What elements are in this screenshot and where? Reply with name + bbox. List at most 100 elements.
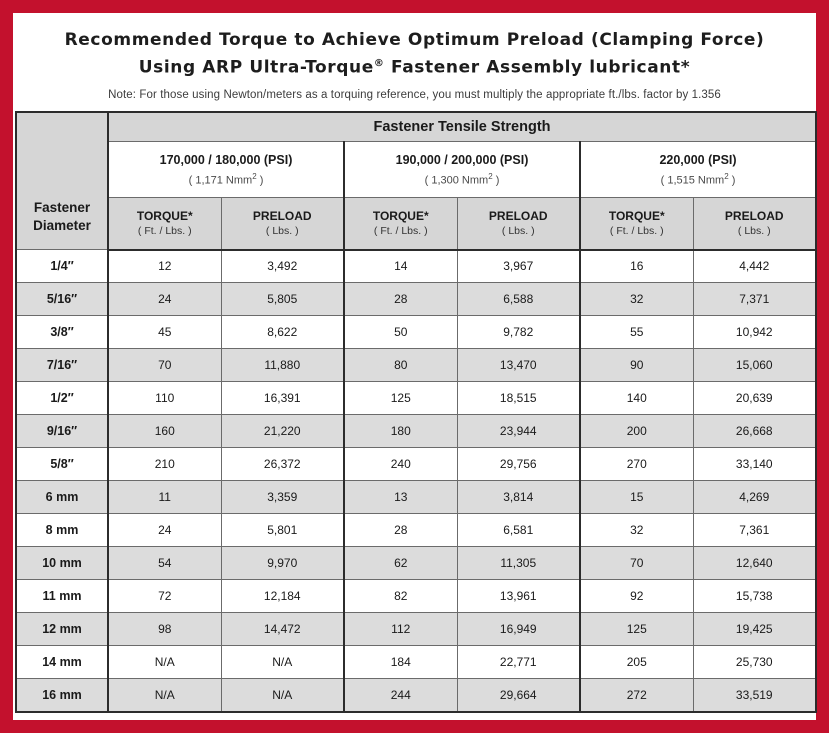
fastener-diameter-cell: 1/2″ bbox=[15, 381, 109, 416]
torque-label: TORQUE* bbox=[372, 209, 429, 224]
preload-column-header: PRELOAD ( Lbs. ) bbox=[692, 197, 817, 251]
torque-cell: 11 bbox=[107, 480, 222, 515]
nmm-text-end: ) bbox=[256, 174, 264, 187]
preload-cell: 5,801 bbox=[220, 513, 345, 548]
fastener-diameter-cell: 5/16″ bbox=[15, 282, 109, 317]
nmm-label: ( 1,171 Nmm2 ) bbox=[109, 169, 343, 189]
preload-cell: 20,639 bbox=[692, 381, 817, 416]
torque-cell: 14 bbox=[343, 249, 458, 284]
torque-cell: 110 bbox=[107, 381, 222, 416]
torque-cell: 50 bbox=[343, 315, 458, 350]
torque-cell: 90 bbox=[579, 348, 694, 383]
table-row: 8 mm 24 5,801 28 6,581 32 7,361 bbox=[15, 513, 817, 548]
torque-cell: 125 bbox=[579, 612, 694, 647]
preload-cell: 6,581 bbox=[456, 513, 581, 548]
torque-cell: 240 bbox=[343, 447, 458, 482]
torque-cell: 244 bbox=[343, 678, 458, 713]
fastener-diameter-cell: 5/8″ bbox=[15, 447, 109, 482]
preload-cell: 18,515 bbox=[456, 381, 581, 416]
torque-cell: 272 bbox=[579, 678, 694, 713]
page-title: Recommended Torque to Achieve Optimum Pr… bbox=[15, 13, 814, 80]
torque-cell: 70 bbox=[579, 546, 694, 581]
psi-label: 220,000 (PSI) bbox=[659, 152, 737, 167]
fastener-diameter-cell: 1/4″ bbox=[15, 249, 109, 284]
table-row: 16 mm N/A N/A 244 29,664 272 33,519 bbox=[15, 678, 817, 713]
preload-cell: 7,371 bbox=[692, 282, 817, 317]
nmm-text: ( 1,300 Nmm bbox=[424, 174, 489, 187]
torque-cell: 180 bbox=[343, 414, 458, 449]
psi-header-row: 170,000 / 180,000 (PSI) ( 1,171 Nmm2 ) 1… bbox=[16, 141, 817, 199]
preload-cell: 3,967 bbox=[456, 249, 581, 284]
preload-cell: 8,622 bbox=[220, 315, 345, 350]
preload-cell: 9,970 bbox=[220, 546, 345, 581]
preload-cell: 14,472 bbox=[220, 612, 345, 647]
preload-cell: 19,425 bbox=[692, 612, 817, 647]
preload-cell: N/A bbox=[220, 645, 345, 680]
torque-cell: 210 bbox=[107, 447, 222, 482]
table-body: 1/4″ 12 3,492 14 3,967 16 4,442 5/16″ 24… bbox=[15, 249, 817, 713]
preload-cell: 3,814 bbox=[456, 480, 581, 515]
psi-group-header-190-200: 190,000 / 200,000 (PSI) ( 1,300 Nmm2 ) bbox=[343, 141, 581, 199]
psi-group-header-220: 220,000 (PSI) ( 1,515 Nmm2 ) bbox=[578, 141, 817, 199]
torque-cell: 160 bbox=[107, 414, 222, 449]
nmm-text: ( 1,515 Nmm bbox=[660, 174, 725, 187]
table-row: 5/16″ 24 5,805 28 6,588 32 7,371 bbox=[15, 282, 817, 317]
superscript-2: 2 bbox=[724, 171, 729, 181]
torque-cell: 24 bbox=[107, 513, 222, 548]
preload-unit: ( Lbs. ) bbox=[501, 225, 535, 238]
torque-cell: 24 bbox=[107, 282, 222, 317]
torque-cell: 28 bbox=[343, 513, 458, 548]
table-row: 1/2″ 110 16,391 125 18,515 140 20,639 bbox=[15, 381, 817, 416]
torque-cell: 140 bbox=[579, 381, 694, 416]
title-line-2-text: Using ARP Ultra-Torque bbox=[138, 57, 374, 78]
nmm-text-end: ) bbox=[492, 174, 500, 187]
table-row: 14 mm N/A N/A 184 22,771 205 25,730 bbox=[15, 645, 817, 680]
torque-cell: 112 bbox=[343, 612, 458, 647]
preload-cell: 13,961 bbox=[456, 579, 581, 614]
torque-column-header: TORQUE* ( Ft. / Lbs. ) bbox=[579, 197, 694, 251]
fastener-diameter-cell: 16 mm bbox=[15, 678, 109, 713]
preload-cell: 3,359 bbox=[220, 480, 345, 515]
torque-cell: 205 bbox=[579, 645, 694, 680]
torque-cell: 32 bbox=[579, 513, 694, 548]
title-line-1: Recommended Torque to Achieve Optimum Pr… bbox=[64, 30, 765, 50]
fastener-diameter-cell: 10 mm bbox=[15, 546, 109, 581]
table-row: 5/8″ 210 26,372 240 29,756 270 33,140 bbox=[15, 447, 817, 482]
torque-cell: 125 bbox=[343, 381, 458, 416]
note-text: Note: For those using Newton/meters as a… bbox=[108, 88, 721, 101]
preload-cell: 16,391 bbox=[220, 381, 345, 416]
torque-cell: 32 bbox=[579, 282, 694, 317]
nmm-label: ( 1,300 Nmm2 ) bbox=[345, 169, 579, 189]
torque-cell: 16 bbox=[579, 249, 694, 284]
psi-group-header-170-180: 170,000 / 180,000 (PSI) ( 1,171 Nmm2 ) bbox=[107, 141, 345, 199]
fastener-diameter-cell: 12 mm bbox=[15, 612, 109, 647]
preload-cell: 10,942 bbox=[692, 315, 817, 350]
torque-cell: 98 bbox=[107, 612, 222, 647]
preload-label: PRELOAD bbox=[252, 209, 312, 224]
preload-cell: 29,664 bbox=[456, 678, 581, 713]
preload-column-header: PRELOAD ( Lbs. ) bbox=[456, 197, 581, 251]
psi-label: 190,000 / 200,000 (PSI) bbox=[395, 152, 529, 167]
torque-cell: 28 bbox=[343, 282, 458, 317]
torque-cell: 54 bbox=[107, 546, 222, 581]
torque-column-header: TORQUE* ( Ft. / Lbs. ) bbox=[343, 197, 458, 251]
table-row: 10 mm 54 9,970 62 11,305 70 12,640 bbox=[15, 546, 817, 581]
torque-cell: 92 bbox=[579, 579, 694, 614]
torque-cell: 200 bbox=[579, 414, 694, 449]
preload-cell: 29,756 bbox=[456, 447, 581, 482]
torque-cell: 70 bbox=[107, 348, 222, 383]
torque-unit: ( Ft. / Lbs. ) bbox=[137, 225, 192, 238]
torque-cell: 15 bbox=[579, 480, 694, 515]
table-row: 3/8″ 45 8,622 50 9,782 55 10,942 bbox=[15, 315, 817, 350]
fastener-diameter-header: Fastener Diameter bbox=[15, 111, 109, 251]
preload-cell: 25,730 bbox=[692, 645, 817, 680]
preload-cell: 33,140 bbox=[692, 447, 817, 482]
torque-unit: ( Ft. / Lbs. ) bbox=[373, 225, 428, 238]
preload-cell: 11,880 bbox=[220, 348, 345, 383]
torque-cell: 45 bbox=[107, 315, 222, 350]
preload-label: PRELOAD bbox=[488, 209, 548, 224]
preload-cell: 23,944 bbox=[456, 414, 581, 449]
torque-column-header: TORQUE* ( Ft. / Lbs. ) bbox=[107, 197, 222, 251]
registered-trademark-symbol: ® bbox=[373, 58, 385, 69]
torque-cell: 80 bbox=[343, 348, 458, 383]
